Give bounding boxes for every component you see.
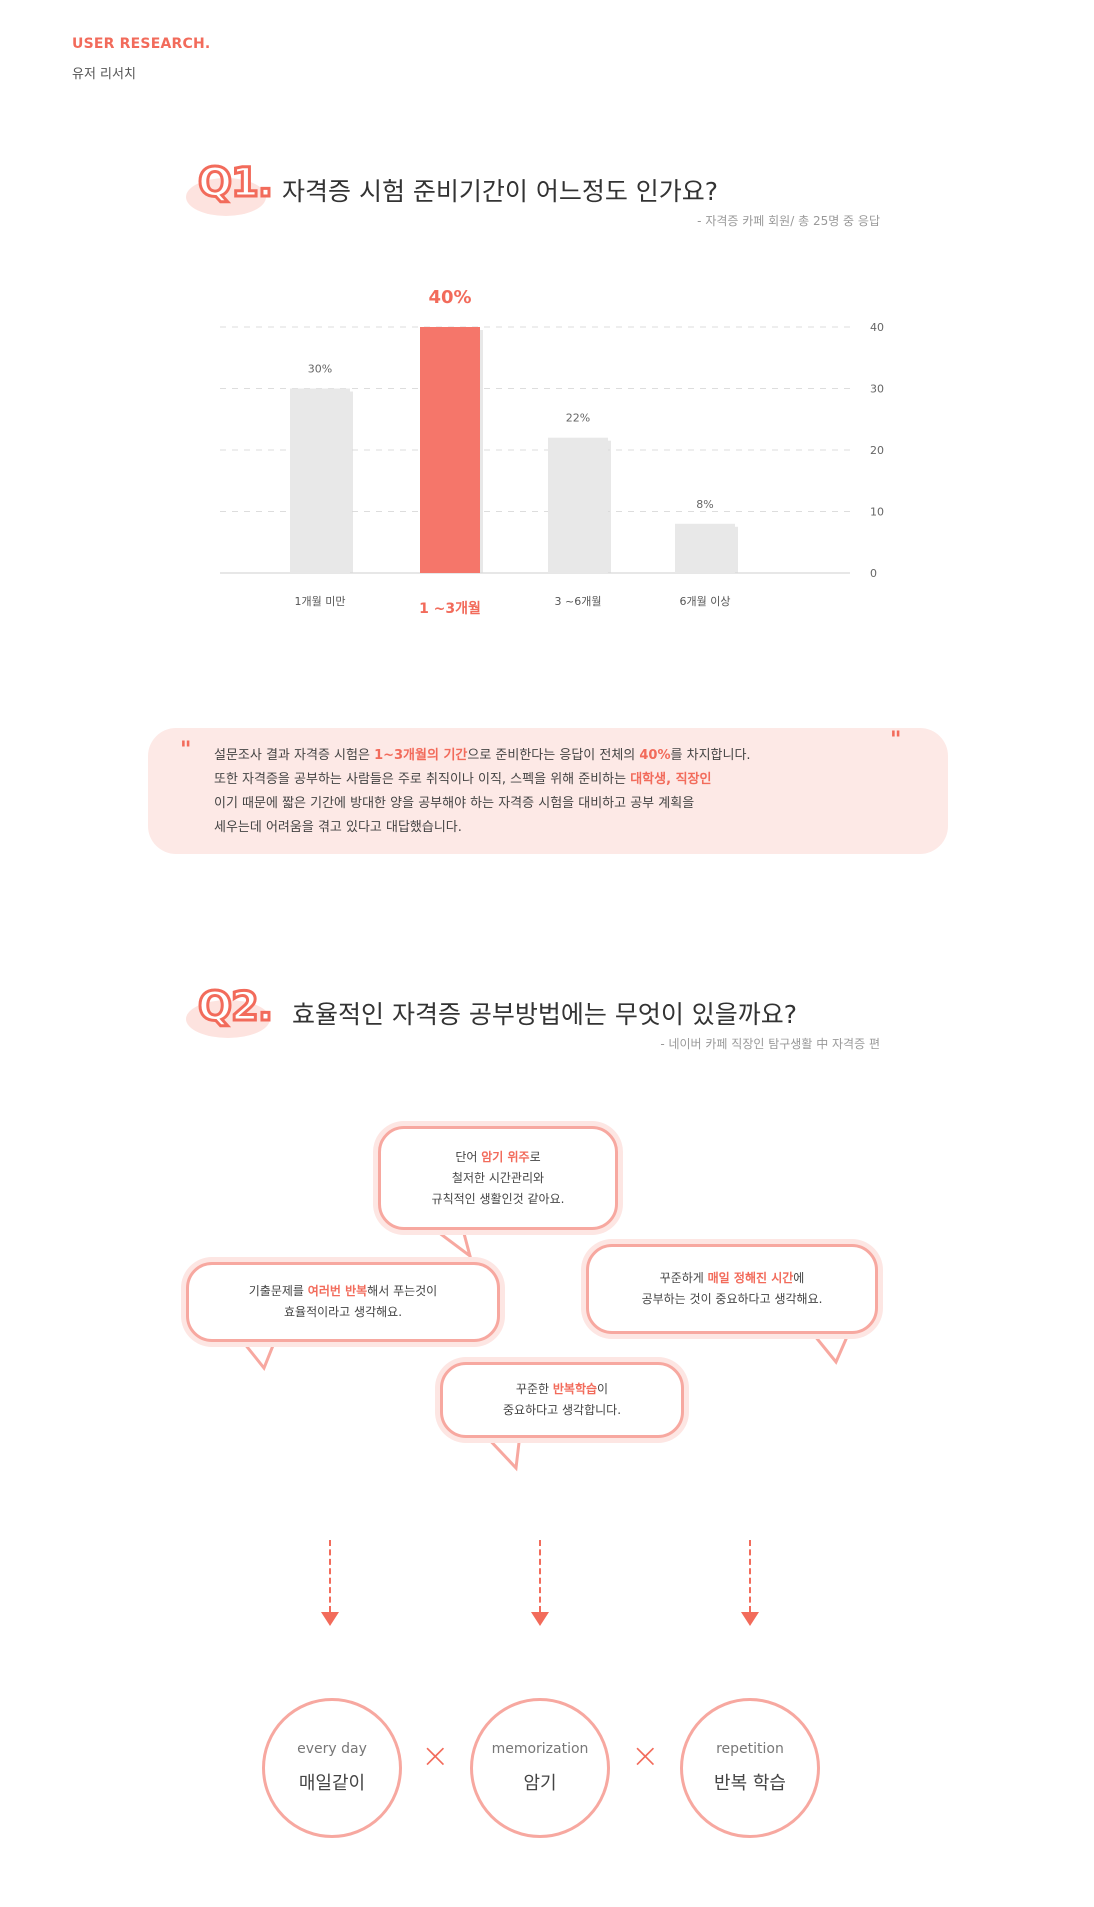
bar-value-label: 8% bbox=[696, 498, 713, 511]
quote-box bbox=[148, 728, 948, 854]
arrow-down-icon bbox=[741, 1612, 759, 1626]
quote-line-2: 또한 자격증을 공부하는 사람들은 주로 취직이나 이직, 스펙을 위해 준비하… bbox=[214, 772, 712, 787]
bar-value-label: 22% bbox=[566, 412, 590, 425]
y-tick-label: 20 bbox=[870, 444, 884, 457]
y-tick-label: 10 bbox=[870, 506, 884, 519]
dashed-arrow-line bbox=[329, 1540, 331, 1612]
y-tick-label: 30 bbox=[870, 383, 884, 396]
q2-badge-bg bbox=[186, 1000, 270, 1038]
quote-open-mark: " bbox=[180, 738, 192, 763]
category-label: 6개월 이상 bbox=[680, 595, 731, 608]
bar-value-label: 40% bbox=[428, 287, 471, 308]
q1-badge: Q1. bbox=[196, 159, 274, 208]
bar bbox=[420, 327, 480, 573]
keyword-circle-repetition: repetition 반복 학습 bbox=[680, 1698, 820, 1838]
multiply-icon: × bbox=[631, 1736, 660, 1776]
arrow-down-icon bbox=[321, 1612, 339, 1626]
q1-badge-bg bbox=[186, 178, 266, 216]
quote-line-4: 세우는데 어려움을 겪고 있다고 대답했습니다. bbox=[214, 820, 462, 835]
section-title: USER RESEARCH. bbox=[72, 36, 211, 52]
quote-line-1: 설문조사 결과 자격증 시험은 1~3개월의 기간으로 준비한다는 응답이 전체… bbox=[214, 748, 751, 763]
speech-bubble-repeat-exams: 기출문제를 여러번 반복해서 푸는것이 효율적이라고 생각해요. bbox=[186, 1262, 500, 1342]
bar bbox=[675, 523, 735, 573]
bar-value-label: 30% bbox=[308, 363, 332, 376]
multiply-icon: × bbox=[421, 1736, 450, 1776]
speech-bubble-daily-time: 꾸준하게 매일 정해진 시간에 공부하는 것이 중요하다고 생각해요. bbox=[586, 1244, 878, 1334]
q2-question: 효율적인 자격증 공부방법에는 무엇이 있을까요? bbox=[292, 1000, 798, 1029]
q2-source: - 네이버 카페 직장인 탐구생활 中 자격증 편 bbox=[660, 1037, 880, 1051]
bar bbox=[290, 388, 350, 573]
q1-question: 자격증 시험 준비기간이 어느정도 인가요? bbox=[282, 177, 719, 206]
dashed-arrow-line bbox=[539, 1540, 541, 1612]
speech-bubble-repetition: 꾸준한 반복학습이 중요하다고 생각합니다. bbox=[440, 1362, 684, 1438]
q2-badge: Q2. bbox=[196, 983, 274, 1032]
arrow-down-icon bbox=[531, 1612, 549, 1626]
bar-chart: 40 30 20 10 0 30% 1개월 미만 40% 1 ~3개월 22% 3 ~6개월 8% 6개… bbox=[220, 287, 884, 617]
dashed-arrow-line bbox=[749, 1540, 751, 1612]
bubble-tails bbox=[236, 1224, 853, 1472]
q1-source: - 자격증 카페 회원/ 총 25명 중 응답 bbox=[697, 214, 880, 228]
section-subtitle: 유저 리서치 bbox=[72, 67, 136, 82]
keyword-circle-everyday: every day 매일같이 bbox=[262, 1698, 402, 1838]
y-tick-label: 0 bbox=[870, 567, 877, 580]
bar bbox=[548, 437, 608, 573]
y-tick-label: 40 bbox=[870, 321, 884, 334]
quote-line-3: 이기 때문에 짧은 기간에 방대한 양을 공부해야 하는 자격증 시험을 대비하… bbox=[214, 796, 695, 811]
category-label: 1 ~3개월 bbox=[419, 600, 481, 617]
keyword-circle-memorization: memorization 암기 bbox=[470, 1698, 610, 1838]
quote-close-mark: " bbox=[890, 728, 902, 753]
category-label: 1개월 미만 bbox=[295, 595, 346, 608]
category-label: 3 ~6개월 bbox=[555, 595, 602, 608]
speech-bubble-memorization: 단어 암기 위주로 철저한 시간관리와 규칙적인 생활인것 같아요. bbox=[378, 1126, 618, 1230]
